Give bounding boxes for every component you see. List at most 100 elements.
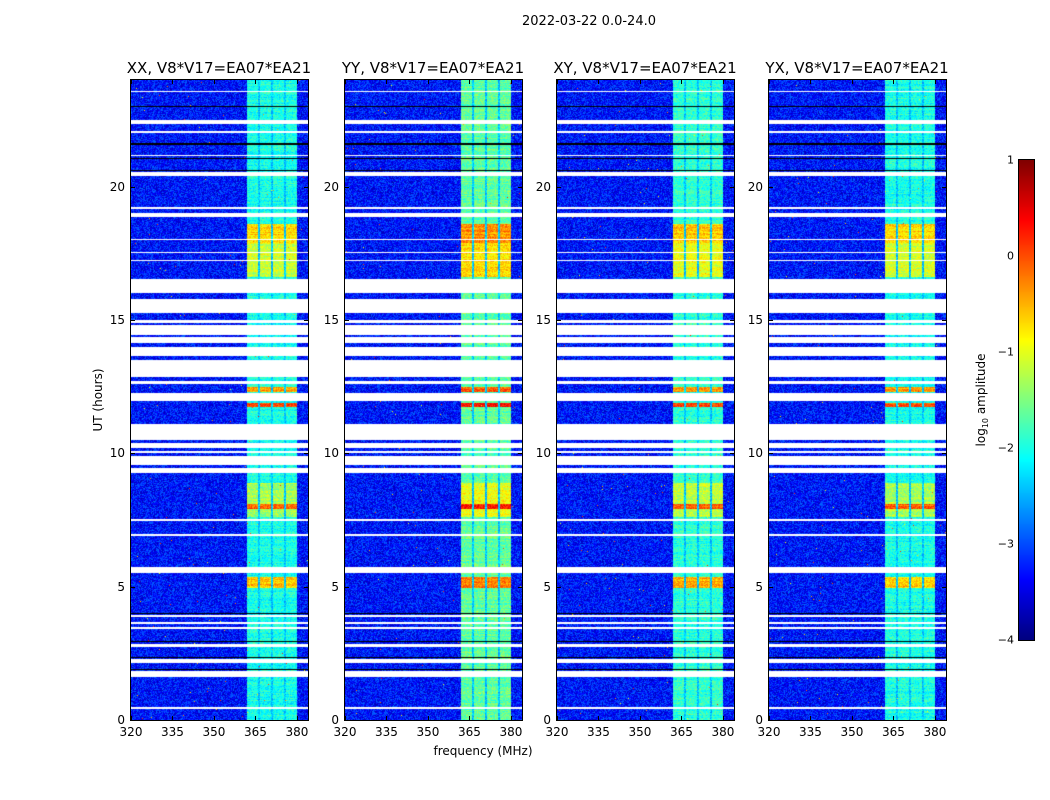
x-tick-label: 350	[840, 725, 864, 739]
y-tick-label: 15	[109, 313, 125, 327]
y-tick-mark	[557, 186, 561, 188]
y-tick-mark	[518, 186, 522, 188]
y-tick-mark	[730, 720, 734, 721]
y-tick-mark	[131, 186, 135, 188]
x-tick-mark	[255, 80, 257, 84]
y-tick-mark	[518, 320, 522, 321]
x-tick-mark	[345, 716, 346, 720]
panel-title: XY, V8*V17=EA07*EA21	[553, 59, 737, 77]
x-tick-mark	[131, 80, 132, 84]
y-tick-mark	[942, 453, 946, 455]
y-tick-label: 10	[323, 446, 339, 461]
x-tick-mark	[557, 716, 558, 720]
y-tick-mark	[557, 453, 561, 455]
y-tick-mark	[942, 320, 946, 321]
y-tick-label: 5	[755, 579, 763, 594]
x-tick-mark	[893, 716, 895, 720]
x-tick-mark	[172, 80, 174, 84]
y-tick-mark	[131, 320, 135, 321]
x-tick-mark	[296, 716, 298, 720]
y-tick-label: 5	[331, 579, 339, 594]
colorbar-gradient	[1019, 160, 1034, 640]
x-tick-label: 320	[545, 725, 569, 739]
spectrogram-image	[345, 80, 522, 720]
y-tick-mark	[730, 453, 734, 455]
x-tick-label: 380	[499, 725, 523, 739]
y-tick-label: 20	[109, 179, 125, 194]
y-tick-mark	[131, 720, 135, 721]
x-tick-mark	[851, 80, 853, 84]
x-tick-mark	[722, 716, 724, 720]
y-tick-label: 5	[117, 579, 125, 594]
x-tick-mark	[598, 716, 600, 720]
y-tick-mark	[769, 720, 773, 721]
y-tick-label: 15	[535, 313, 551, 327]
x-tick-label: 380	[285, 725, 309, 739]
x-tick-mark	[810, 80, 812, 84]
figure-title: 2022-03-22 0.0-24.0	[522, 14, 656, 29]
y-tick-label: 15	[323, 313, 339, 327]
y-tick-mark	[518, 453, 522, 455]
colorbar-label-sub: 10	[981, 417, 991, 429]
y-tick-mark	[131, 586, 135, 588]
y-tick-label: 20	[323, 179, 339, 194]
x-tick-mark	[769, 80, 770, 84]
x-tick-label: 320	[119, 725, 143, 739]
x-tick-mark	[893, 80, 895, 84]
x-tick-mark	[639, 80, 641, 84]
y-tick-label: 20	[747, 179, 763, 194]
x-tick-label: 365	[244, 725, 267, 739]
colorbar-tick-label: −3	[997, 537, 1014, 551]
x-tick-mark	[131, 716, 132, 720]
x-tick-label: 335	[161, 725, 184, 739]
colorbar-tick-label: −2	[997, 441, 1014, 455]
x-tick-mark	[681, 716, 683, 720]
x-tick-label: 365	[882, 725, 905, 739]
x-tick-mark	[213, 716, 215, 720]
panel-title: YX, V8*V17=EA07*EA21	[765, 59, 949, 77]
y-tick-mark	[304, 320, 308, 321]
y-tick-label: 10	[535, 446, 551, 461]
y-tick-label: 0	[543, 713, 551, 727]
y-tick-mark	[518, 720, 522, 721]
y-tick-mark	[345, 586, 349, 588]
y-tick-mark	[345, 453, 349, 455]
x-tick-mark	[851, 716, 853, 720]
x-tick-mark	[296, 80, 298, 84]
x-tick-label: 335	[375, 725, 398, 739]
y-tick-mark	[730, 320, 734, 321]
y-tick-mark	[304, 586, 308, 588]
x-tick-label: 320	[333, 725, 357, 739]
x-tick-mark	[934, 716, 936, 720]
x-tick-mark	[469, 716, 471, 720]
x-tick-label: 335	[587, 725, 610, 739]
spectrogram-image	[131, 80, 308, 720]
x-tick-mark	[722, 80, 724, 84]
x-tick-label: 380	[711, 725, 735, 739]
x-tick-mark	[386, 716, 388, 720]
x-tick-mark	[510, 80, 512, 84]
y-tick-mark	[942, 186, 946, 188]
x-tick-mark	[345, 80, 346, 84]
colorbar-tick-label: 1	[1007, 153, 1014, 167]
x-tick-mark	[639, 716, 641, 720]
y-tick-label: 0	[117, 713, 125, 727]
x-tick-label: 365	[670, 725, 693, 739]
x-tick-mark	[386, 80, 388, 84]
y-tick-label: 10	[109, 446, 125, 461]
x-tick-mark	[427, 716, 429, 720]
y-tick-label: 0	[755, 713, 763, 727]
spectrogram-panel	[130, 79, 309, 721]
y-tick-mark	[345, 186, 349, 188]
y-tick-mark	[942, 720, 946, 721]
y-tick-mark	[769, 453, 773, 455]
y-axis-label: UT (hours)	[91, 368, 105, 432]
y-tick-mark	[730, 186, 734, 188]
y-tick-mark	[557, 586, 561, 588]
y-tick-mark	[345, 720, 349, 721]
x-tick-mark	[510, 716, 512, 720]
panel-title: YY, V8*V17=EA07*EA21	[341, 59, 525, 77]
x-tick-label: 350	[416, 725, 440, 739]
spectrogram-image	[769, 80, 946, 720]
y-tick-mark	[304, 453, 308, 455]
